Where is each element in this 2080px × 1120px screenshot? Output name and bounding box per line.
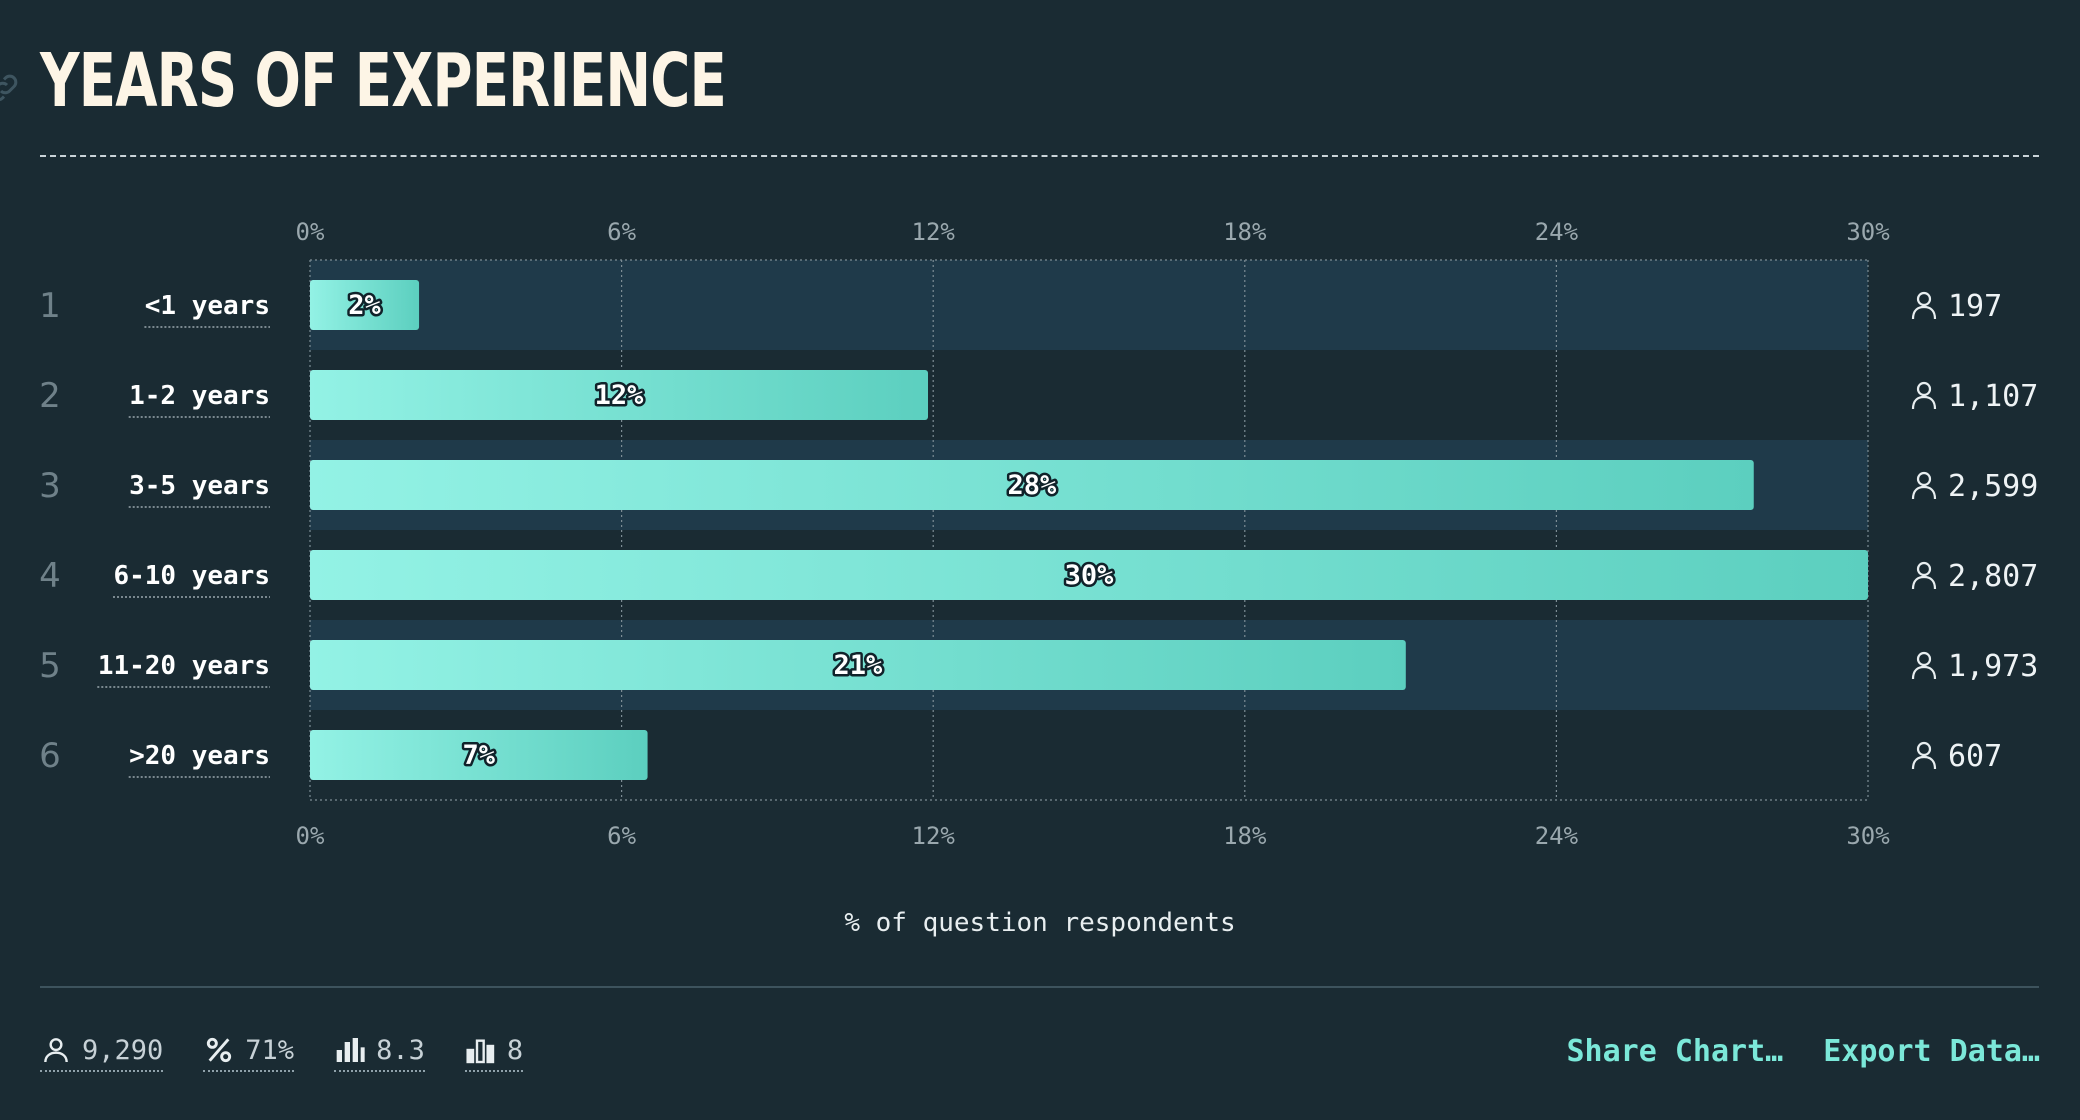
bar-chart-icon — [336, 1038, 365, 1062]
person-icon — [1911, 471, 1937, 500]
bar-value-label: 30% — [1065, 560, 1115, 591]
respondent-count: 2,807 — [1948, 559, 2038, 594]
percent-value: 71% — [245, 1034, 295, 1066]
tick-label-bottom: 12% — [912, 822, 956, 850]
footer-divider — [40, 986, 2039, 988]
tick-label-bottom: 18% — [1223, 822, 1267, 850]
bar-value-label: 2% — [348, 290, 381, 321]
x-axis-title: % of question respondents — [844, 908, 1236, 938]
category-label[interactable]: 1-2 years — [129, 381, 270, 411]
person-icon — [1911, 381, 1937, 410]
bar[interactable] — [310, 460, 1754, 510]
category-label[interactable]: 6-10 years — [113, 561, 270, 591]
person-icon — [1911, 291, 1937, 320]
tick-label-top: 30% — [1846, 218, 1890, 246]
respondents-value: 9,290 — [82, 1034, 164, 1066]
tick-label-top: 18% — [1223, 218, 1267, 246]
category-label[interactable]: >20 years — [129, 741, 270, 771]
row-band — [310, 260, 1868, 350]
options-stat[interactable]: 8 — [464, 1034, 524, 1072]
category-label[interactable]: <1 years — [145, 291, 270, 321]
category-label[interactable]: 11-20 years — [98, 651, 270, 681]
bar[interactable] — [310, 370, 929, 420]
respondent-count: 1,973 — [1948, 649, 2038, 684]
share-chart-button[interactable]: Share Chart… — [1566, 1034, 1784, 1069]
bar-value-label: 21% — [834, 650, 884, 681]
average-value: 8.3 — [376, 1034, 425, 1066]
respondent-count: 2,599 — [1948, 469, 2038, 504]
bar-chart-outline-icon — [466, 1039, 495, 1064]
average-stat[interactable]: 8.3 — [334, 1034, 425, 1072]
title-divider — [40, 155, 2039, 157]
stats-bar: 9,290 71% 8.3 8 — [40, 1034, 524, 1072]
percent-icon — [207, 1037, 232, 1063]
bar-value-label: 12% — [595, 380, 645, 411]
tick-label-bottom: 6% — [607, 822, 636, 850]
bar-value-label: 28% — [1007, 470, 1057, 501]
person-icon — [44, 1038, 68, 1063]
row-rank: 5 — [39, 646, 61, 686]
respondents-stat[interactable]: 9,290 — [40, 1034, 164, 1072]
row-rank: 6 — [39, 736, 61, 776]
tick-label-top: 0% — [296, 218, 325, 246]
bar[interactable] — [310, 550, 1868, 600]
bar-value-label: 7% — [463, 740, 496, 771]
chart-title: YEARS OF EXPERIENCE — [40, 38, 727, 124]
bar-chart: 0% 0% 6% 6% 12% 12% 18% 18% 24% 24% 30% 30% 1 <1 year… — [39, 218, 2038, 850]
row-rank: 4 — [39, 556, 61, 596]
link-icon[interactable] — [0, 70, 22, 106]
category-label[interactable]: 3-5 years — [129, 471, 270, 501]
person-icon — [1911, 561, 1937, 590]
person-icon — [1911, 741, 1937, 770]
chart-actions: Share Chart… Export Data… — [1567, 1034, 2041, 1069]
bar[interactable] — [310, 730, 648, 780]
tick-label-bottom: 24% — [1535, 822, 1579, 850]
respondent-count: 607 — [1948, 739, 2002, 774]
bar[interactable] — [310, 640, 1406, 690]
row-rank: 3 — [39, 466, 61, 506]
percent-stat[interactable]: 71% — [203, 1034, 295, 1072]
tick-label-bottom: 0% — [296, 822, 325, 850]
bar[interactable] — [310, 280, 420, 330]
tick-label-top: 24% — [1535, 218, 1579, 246]
person-icon — [1911, 651, 1937, 680]
row-rank: 2 — [39, 376, 61, 416]
options-value: 8 — [506, 1034, 524, 1066]
tick-label-top: 12% — [912, 218, 956, 246]
respondent-count: 1,107 — [1948, 379, 2038, 414]
row-rank: 1 — [39, 286, 61, 326]
tick-label-bottom: 30% — [1846, 822, 1890, 850]
export-data-button[interactable]: Export Data… — [1823, 1034, 2040, 1069]
tick-label-top: 6% — [607, 218, 636, 246]
respondent-count: 197 — [1948, 289, 2002, 324]
